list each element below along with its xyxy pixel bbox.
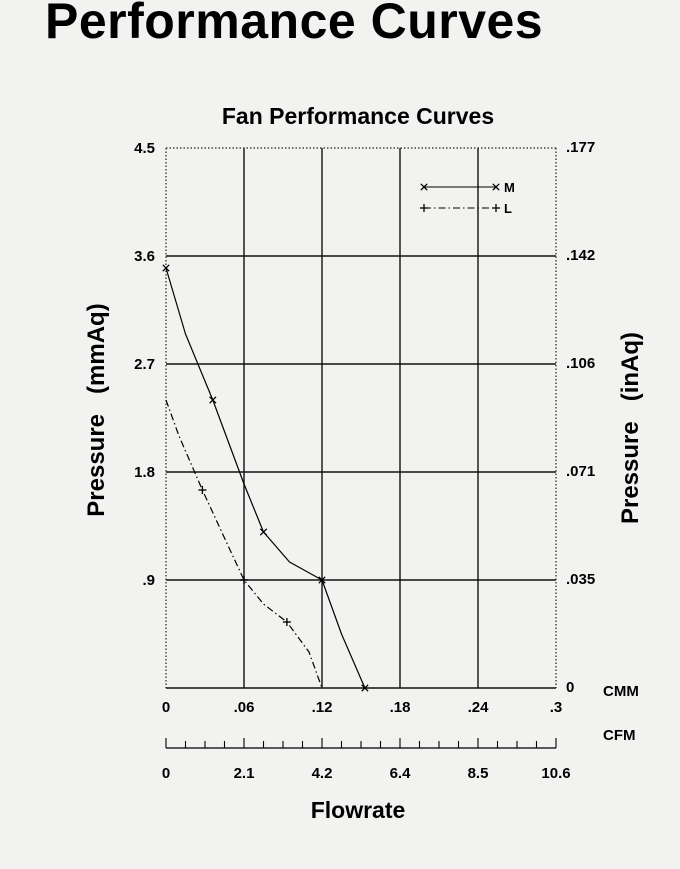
plot-frame: [165, 147, 557, 689]
x-tick-label: .12: [312, 699, 333, 716]
y2-tick-label: 0: [566, 679, 574, 696]
cfm-tick-label: 6.4: [390, 765, 412, 782]
y2-tick-label: .071: [566, 463, 595, 480]
y-tick-label: 3.6: [134, 248, 155, 265]
series-M: [162, 264, 369, 692]
y2-tick-label: .035: [566, 571, 595, 588]
data-point-M: [318, 576, 326, 584]
cfm-tick-label: 10.6: [541, 765, 570, 782]
y-tick-label: .9: [142, 572, 155, 589]
chart-title: Fan Performance Curves: [222, 103, 494, 129]
y-tick-label: 4.5: [134, 140, 155, 157]
x-tick-label: .18: [390, 699, 411, 716]
series-line-M: [165, 267, 366, 689]
x-unit-label: CMM: [603, 683, 639, 700]
data-point-M: [361, 684, 369, 692]
y2-tick-label: .142: [566, 247, 595, 264]
legend-marker-M: [492, 183, 500, 191]
y-tick-label: 1.8: [134, 464, 155, 481]
cfm-scale: 0 2.1 4.2 6.4 8.5 10.6: [162, 738, 571, 782]
y2-axis-label: Pressure (inAq): [617, 332, 644, 524]
cfm-tick-label: 4.2: [312, 765, 333, 782]
grid-lines: [166, 148, 556, 688]
y2-tick-label: .106: [566, 355, 595, 372]
x-tick-label: .3: [550, 699, 563, 716]
legend-label-M: M: [504, 180, 515, 195]
page-title: Performance Curves: [45, 0, 544, 49]
y2-tick-labels: 0 .035 .071 .106 .142 .177: [566, 139, 595, 696]
cfm-tick-label: 0: [162, 765, 170, 782]
x-tick-label: 0: [162, 699, 170, 716]
cfm-tick-label: 2.1: [234, 765, 255, 782]
legend-marker-M: [420, 183, 428, 191]
x-tick-label: .06: [234, 699, 255, 716]
series-layer: [162, 264, 369, 692]
y-tick-labels: .9 1.8 2.7 3.6 4.5: [134, 140, 155, 589]
y-axis-label: Pressure (mmAq): [83, 303, 110, 516]
y-tick-label: 2.7: [134, 356, 155, 373]
legend: ML: [420, 180, 515, 216]
legend-label-L: L: [504, 201, 512, 216]
x-tick-label: .24: [468, 699, 490, 716]
data-point-M: [209, 396, 217, 404]
series-L: [165, 399, 323, 689]
data-point-M: [162, 264, 170, 272]
series-line-L: [165, 399, 323, 689]
data-point-M: [259, 528, 268, 536]
x2-unit-label: CFM: [603, 727, 636, 744]
x-axis-label: Flowrate: [311, 797, 406, 823]
y2-tick-label: .177: [566, 139, 595, 156]
cfm-tick-label: 8.5: [468, 765, 489, 782]
x-tick-labels: 0 .06 .12 .18 .24 .3: [162, 699, 562, 716]
